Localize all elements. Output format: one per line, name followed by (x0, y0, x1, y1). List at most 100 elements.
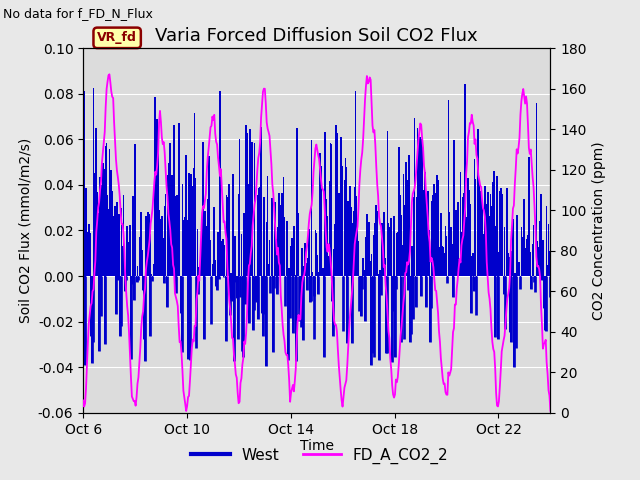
Bar (438, 247, 440, 276)
Bar (248, 276, 250, 323)
Bar (88, 224, 90, 276)
Bar (296, 128, 298, 276)
Bar (390, 218, 392, 276)
Bar (336, 132, 338, 276)
Bar (508, 257, 510, 276)
Bar (201, 230, 203, 276)
Bar (414, 118, 415, 276)
Bar (534, 276, 535, 282)
Bar (383, 212, 385, 276)
Bar (251, 142, 253, 276)
Bar (241, 234, 243, 276)
Bar (130, 276, 132, 359)
Bar (463, 197, 464, 276)
Bar (470, 276, 472, 313)
Bar (146, 255, 148, 276)
Bar (302, 276, 304, 340)
Bar (407, 276, 409, 290)
Bar (522, 252, 524, 276)
Bar (179, 263, 180, 276)
Bar (210, 240, 211, 276)
Bar (442, 247, 444, 276)
Bar (287, 276, 289, 360)
Bar (514, 273, 516, 276)
Bar (131, 276, 132, 284)
Bar (333, 249, 335, 276)
Bar (225, 276, 227, 341)
Bar (400, 276, 401, 342)
Bar (327, 216, 328, 276)
Bar (504, 227, 506, 276)
Bar (297, 128, 298, 276)
Bar (337, 216, 339, 276)
Bar (378, 276, 380, 360)
Bar (466, 217, 468, 276)
Bar (504, 276, 506, 329)
Bar (200, 267, 201, 276)
Bar (468, 190, 470, 276)
Bar (219, 92, 221, 276)
Bar (112, 228, 114, 276)
Bar (372, 235, 374, 276)
Bar (348, 209, 350, 276)
Bar (138, 276, 140, 280)
Bar (289, 267, 290, 276)
Bar (365, 238, 367, 276)
Bar (447, 100, 449, 276)
Bar (536, 103, 537, 276)
Bar (387, 131, 388, 276)
Bar (133, 276, 134, 300)
Bar (421, 139, 423, 276)
Bar (394, 276, 396, 357)
Bar (445, 226, 446, 276)
Bar (525, 248, 527, 276)
Bar (111, 170, 112, 276)
Bar (516, 215, 518, 276)
Bar (487, 192, 488, 276)
Bar (303, 266, 305, 276)
Bar (283, 178, 284, 276)
Bar (480, 191, 482, 276)
Bar (323, 276, 324, 357)
Bar (152, 276, 154, 281)
Bar (441, 246, 443, 276)
Bar (218, 276, 220, 279)
Bar (163, 276, 164, 283)
Bar (116, 202, 118, 276)
Bar (518, 262, 520, 276)
Bar (354, 188, 356, 276)
Bar (398, 147, 399, 276)
Bar (290, 246, 292, 276)
Bar (193, 168, 195, 276)
Bar (190, 174, 192, 276)
Bar (367, 232, 369, 276)
Bar (339, 198, 340, 276)
Bar (420, 276, 422, 296)
Bar (498, 252, 500, 276)
Bar (232, 174, 234, 276)
Bar (532, 225, 534, 276)
Bar (324, 132, 326, 276)
Y-axis label: Soil CO2 Flux (mmol/m2/s): Soil CO2 Flux (mmol/m2/s) (19, 138, 32, 323)
Bar (328, 180, 330, 276)
Bar (376, 211, 378, 276)
Bar (458, 275, 460, 276)
Bar (396, 233, 397, 276)
Bar (191, 202, 193, 276)
Bar (344, 180, 345, 276)
Bar (397, 232, 399, 276)
Bar (144, 276, 146, 361)
Bar (428, 230, 429, 276)
Bar (390, 238, 391, 276)
Bar (540, 221, 541, 276)
Bar (508, 253, 509, 276)
Bar (150, 234, 152, 276)
Bar (287, 221, 288, 276)
Bar (262, 276, 264, 336)
Bar (229, 276, 231, 315)
Bar (284, 217, 285, 276)
Bar (444, 252, 445, 276)
Bar (443, 274, 445, 276)
Bar (268, 264, 269, 276)
Bar (326, 224, 328, 276)
